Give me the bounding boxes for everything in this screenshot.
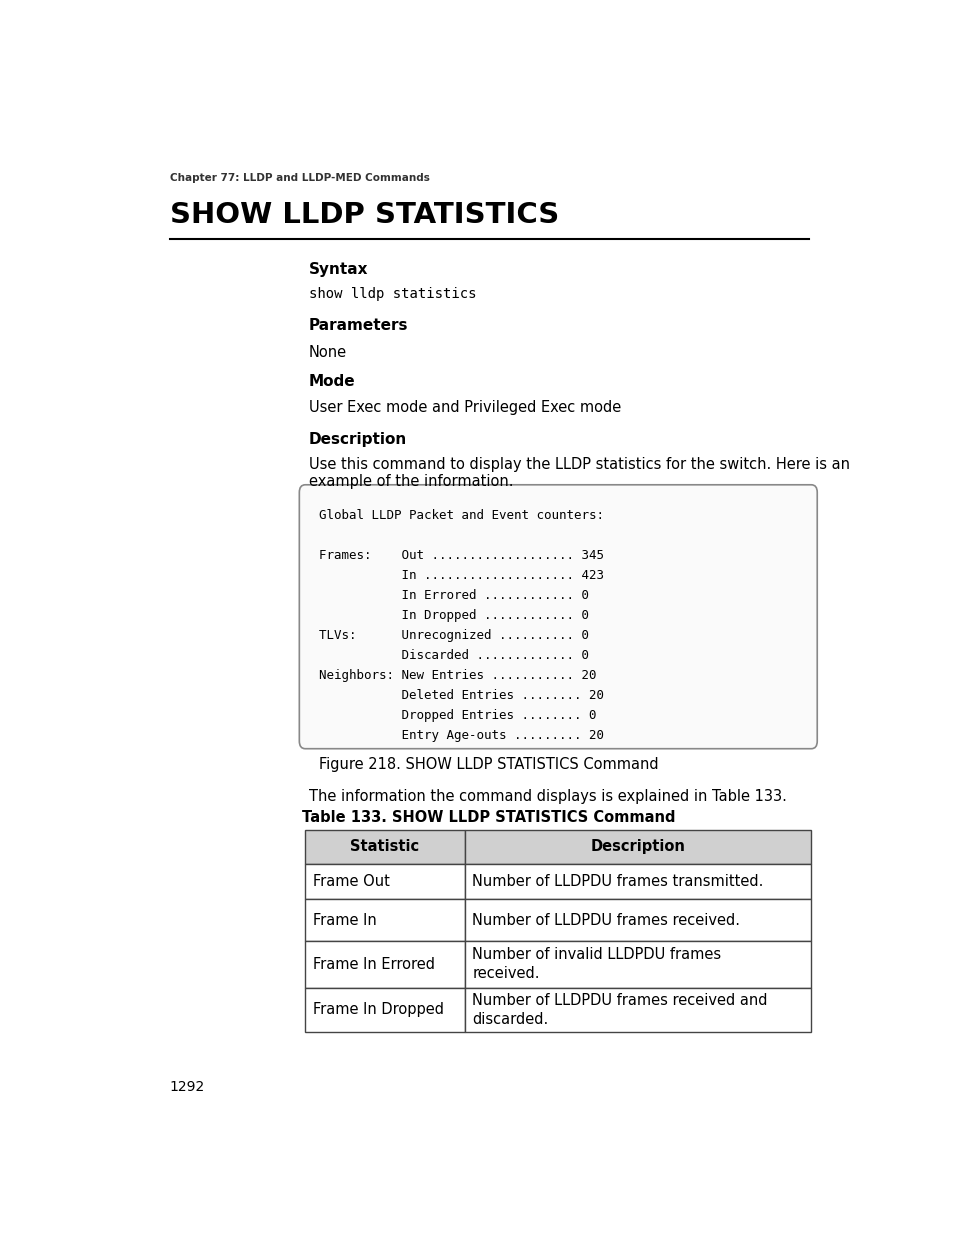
- Text: Number of LLDPDU frames transmitted.: Number of LLDPDU frames transmitted.: [472, 874, 763, 889]
- Bar: [305, 899, 464, 941]
- Text: None: None: [309, 345, 347, 359]
- Text: Figure 218. SHOW LLDP STATISTICS Command: Figure 218. SHOW LLDP STATISTICS Command: [318, 757, 659, 772]
- Text: Statistic: Statistic: [350, 840, 419, 855]
- Text: Chapter 77: LLDP and LLDP-MED Commands: Chapter 77: LLDP and LLDP-MED Commands: [170, 173, 429, 183]
- Text: received.: received.: [472, 967, 539, 982]
- FancyBboxPatch shape: [299, 485, 817, 748]
- Bar: [464, 988, 810, 1032]
- Text: Entry Age-outs ......... 20: Entry Age-outs ......... 20: [319, 729, 603, 742]
- Text: 1292: 1292: [170, 1079, 205, 1094]
- Text: Parameters: Parameters: [309, 317, 408, 332]
- Text: Use this command to display the LLDP statistics for the switch. Here is an
examp: Use this command to display the LLDP sta…: [309, 457, 849, 489]
- Text: Number of LLDPDU frames received.: Number of LLDPDU frames received.: [472, 913, 740, 927]
- Text: In .................... 423: In .................... 423: [319, 568, 603, 582]
- Bar: [305, 941, 464, 988]
- Text: Syntax: Syntax: [309, 262, 368, 277]
- Bar: [464, 941, 810, 988]
- Bar: [464, 864, 810, 899]
- Bar: [464, 899, 810, 941]
- Text: The information the command displays is explained in Table 133.: The information the command displays is …: [309, 789, 786, 804]
- Text: Dropped Entries ........ 0: Dropped Entries ........ 0: [319, 709, 596, 721]
- Text: Number of invalid LLDPDU frames: Number of invalid LLDPDU frames: [472, 947, 720, 962]
- Text: Mode: Mode: [309, 374, 355, 389]
- Text: In Errored ............ 0: In Errored ............ 0: [319, 589, 589, 601]
- Text: Discarded ............. 0: Discarded ............. 0: [319, 648, 589, 662]
- Bar: [464, 830, 810, 864]
- Text: Description: Description: [309, 431, 407, 447]
- Text: Deleted Entries ........ 20: Deleted Entries ........ 20: [319, 689, 603, 701]
- Text: Description: Description: [590, 840, 684, 855]
- Bar: [305, 830, 464, 864]
- Text: Frame In Errored: Frame In Errored: [313, 957, 435, 972]
- Text: Neighbors: New Entries ........... 20: Neighbors: New Entries ........... 20: [319, 668, 596, 682]
- Text: Table 133. SHOW LLDP STATISTICS Command: Table 133. SHOW LLDP STATISTICS Command: [302, 810, 675, 825]
- Text: Frame In: Frame In: [313, 913, 376, 927]
- Bar: [305, 988, 464, 1032]
- Bar: [305, 864, 464, 899]
- Text: TLVs:      Unrecognized .......... 0: TLVs: Unrecognized .......... 0: [319, 629, 589, 642]
- Text: Frame In Dropped: Frame In Dropped: [313, 1003, 443, 1018]
- Text: Global LLDP Packet and Event counters:: Global LLDP Packet and Event counters:: [319, 509, 603, 521]
- Text: Number of LLDPDU frames received and: Number of LLDPDU frames received and: [472, 993, 767, 1008]
- Text: In Dropped ............ 0: In Dropped ............ 0: [319, 609, 589, 621]
- Text: discarded.: discarded.: [472, 1011, 548, 1026]
- Text: User Exec mode and Privileged Exec mode: User Exec mode and Privileged Exec mode: [309, 400, 620, 415]
- Text: Frame Out: Frame Out: [313, 874, 390, 889]
- Text: show lldp statistics: show lldp statistics: [309, 287, 476, 301]
- Text: Frames:    Out ................... 345: Frames: Out ................... 345: [319, 548, 603, 562]
- Text: SHOW LLDP STATISTICS: SHOW LLDP STATISTICS: [170, 200, 558, 228]
